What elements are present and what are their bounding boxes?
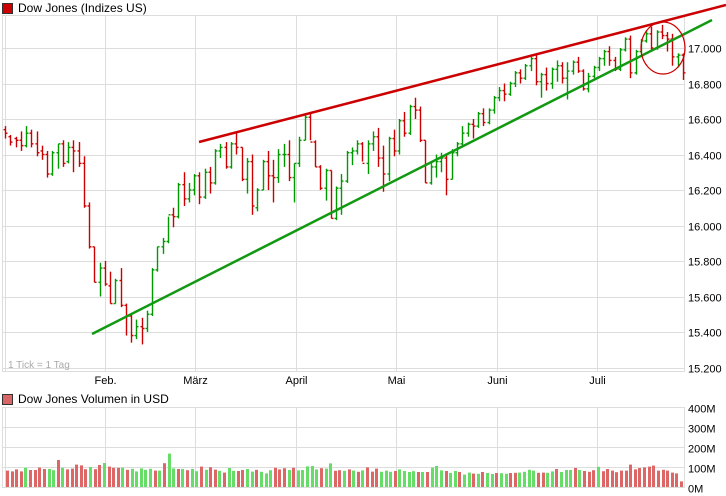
price-legend: Dow Jones (Indizes US) [2,1,147,15]
x-tick-label: März [183,375,207,387]
price-y-tick-label: 15.800 [688,257,722,269]
price-y-tick-label: 17.000 [688,44,722,56]
x-tick-label: Feb. [94,375,116,387]
price-y-tick-label: 16.600 [688,115,722,127]
volume-bars [6,453,683,487]
volume-legend-swatch-icon [2,393,13,405]
x-tick-label: Juli [589,375,606,387]
x-tick-label: April [285,375,307,387]
volume-y-tick-label: 400M [688,404,716,416]
price-y-tick-label: 15.600 [688,293,722,305]
volume-legend-label: Dow Jones Volumen in USD [18,392,169,406]
resistance-trendline [198,3,726,144]
support-trendline [91,18,713,336]
price-legend-swatch-icon [2,2,13,14]
price-y-tick-label: 15.200 [688,364,722,376]
x-tick-label: Juni [487,375,507,387]
price-y-tick-label: 16.000 [688,222,722,234]
tick-note: 1 Tick = 1 Tag [8,360,70,371]
volume-y-tick-label: 200M [688,444,716,456]
price-y-tick-label: 16.800 [688,80,722,92]
volume-y-tick-label: 100M [688,464,716,476]
price-plot-frame [2,15,685,372]
price-y-tick-label: 16.400 [688,151,722,163]
price-legend-label: Dow Jones (Indizes US) [18,1,147,15]
x-tick-label: Mai [388,375,406,387]
price-y-tick-label: 16.200 [688,186,722,198]
volume-y-tick-label: 300M [688,424,716,436]
price-y-tick-label: 15.400 [688,328,722,340]
volume-y-tick-label: 0M [688,484,703,496]
highlight-circle [640,21,686,75]
volume-legend: Dow Jones Volumen in USD [2,392,169,406]
